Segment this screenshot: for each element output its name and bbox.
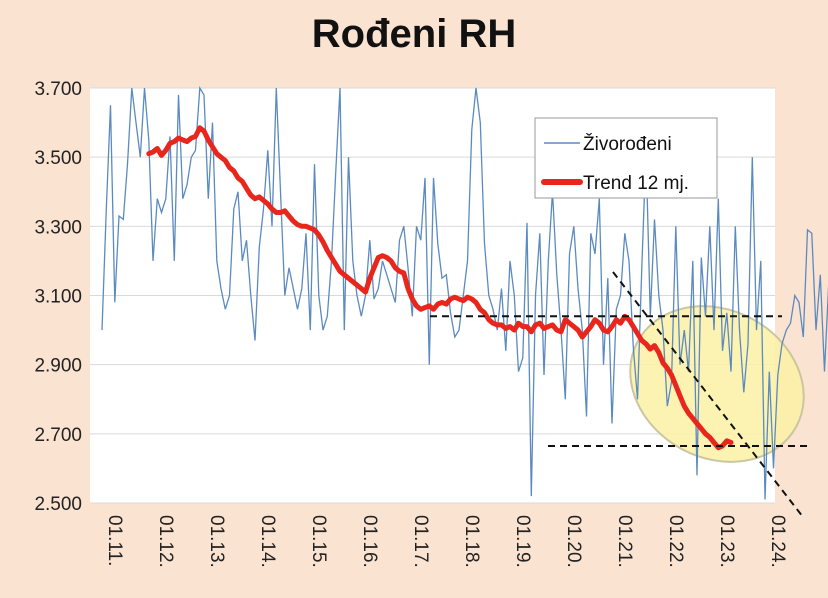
- x-tick-label: 01.20.: [563, 515, 584, 568]
- x-tick-label: 01.13.: [206, 515, 227, 568]
- y-tick-label: 2.700: [34, 425, 82, 446]
- x-tick-label: 01.23.: [716, 515, 737, 568]
- x-tick-label: 01.11.: [104, 515, 125, 566]
- legend-label-trend: Trend 12 mj.: [583, 173, 689, 194]
- y-tick-label: 3.700: [34, 79, 82, 100]
- x-tick-label: 01.15.: [308, 515, 329, 568]
- x-tick-label: 01.17.: [410, 515, 431, 568]
- y-tick-label: 3.100: [34, 287, 82, 308]
- x-tick-label: 01.22.: [665, 515, 686, 568]
- x-tick-label: 01.14.: [257, 515, 278, 568]
- y-tick-label: 2.900: [34, 356, 82, 377]
- y-tick-label: 2.500: [34, 494, 82, 515]
- x-tick-label: 01.16.: [359, 515, 380, 568]
- highlight-ellipse: [629, 305, 805, 463]
- x-tick-label: 01.12.: [155, 515, 176, 568]
- x-tick-label: 01.21.: [614, 515, 635, 568]
- x-tick-label: 01.19.: [512, 515, 533, 568]
- x-tick-label: 01.18.: [461, 515, 482, 568]
- y-tick-label: 3.300: [34, 217, 82, 238]
- dashed-trend-line: [612, 271, 804, 518]
- series-line-trend: [146, 125, 734, 451]
- chart-title: Rođeni RH: [311, 12, 517, 56]
- x-tick-label: 01.24.: [767, 515, 788, 568]
- y-tick-label: 3.500: [34, 148, 82, 169]
- legend-label-zivorodeni: Živorođeni: [583, 133, 672, 155]
- series-line-zivorodeni: [101, 85, 828, 500]
